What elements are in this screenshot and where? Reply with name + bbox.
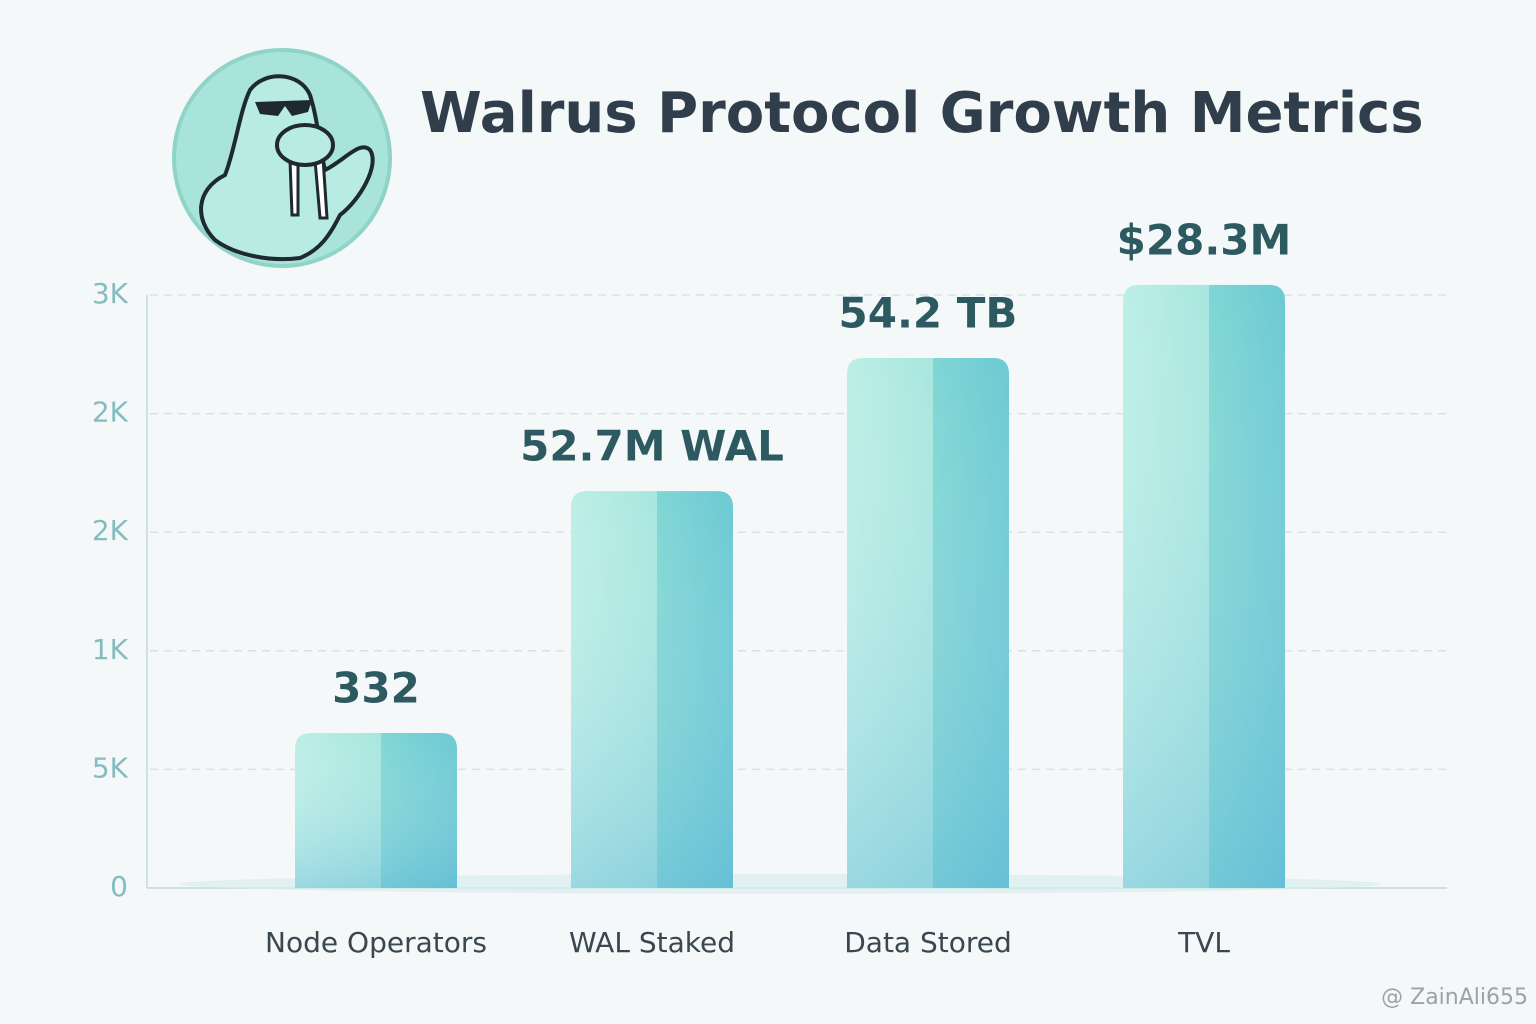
annotation: $28.3M [1117,215,1292,264]
annotation: 332 [332,664,420,713]
logo [172,48,392,268]
x-tick-label: Node Operators [265,926,487,959]
y-tick-label: 5K [92,751,129,784]
x-tick-label: Data Stored [844,926,1012,959]
bar-shade [295,733,457,888]
y-tick-label: 1K [92,633,129,666]
y-tick-label: 3K [92,277,129,310]
y-tick-label: 2K [92,514,129,547]
y-tick-label: 2K [92,396,129,429]
bar-shade [847,358,1009,888]
chart-title: Walrus Protocol Growth Metrics [420,81,1424,146]
bar-shade [1123,284,1285,888]
floor-shadow [180,874,1380,894]
annotation: 54.2 TB [839,289,1018,338]
y-tick-label: 0 [110,870,128,903]
x-tick-label: TVL [1177,926,1230,959]
x-tick-label: WAL Staked [569,926,735,959]
bar-shade [571,491,733,888]
annotation: 52.7M WAL [520,422,784,471]
watermark: @ ZainAli655 [1381,985,1528,1010]
